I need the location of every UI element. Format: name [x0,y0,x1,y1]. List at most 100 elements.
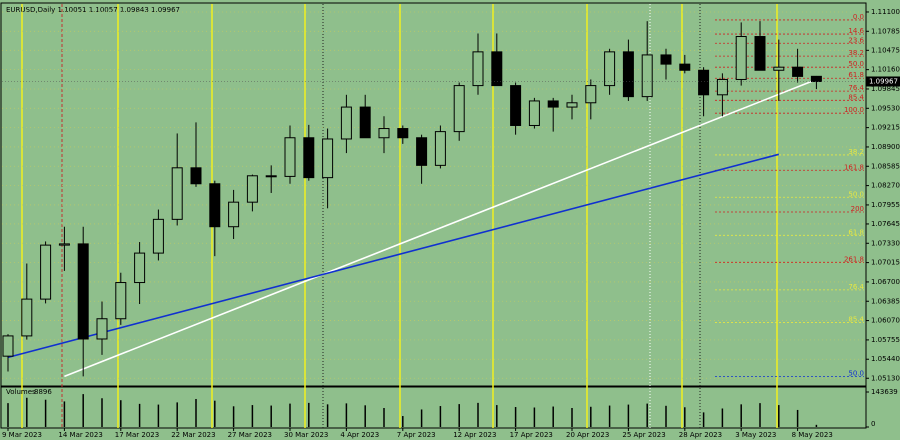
y-tick-label: 1.10160 [871,66,900,74]
candle [58,226,70,271]
x-tick-label: 4 Apr 2023 [340,431,379,439]
candle-body [378,128,390,139]
candle-body [2,335,14,357]
candle [2,334,14,372]
x-tick-label: 17 Apr 2023 [510,431,553,439]
candle [660,48,672,80]
candle [735,22,747,86]
candle [641,21,653,101]
candle-body [134,252,146,284]
x-tick-label: 17 Mar 2023 [115,431,159,439]
y-tick-label: 1.10785 [871,27,900,35]
volume-last: 8896 [34,388,52,396]
y-tick-label: 1.08900 [871,143,900,151]
chart-title: EURUSD,Daily 1.10051 1.10057 1.09843 1.0… [6,6,180,14]
fib-label: 38.2 [848,148,864,156]
fib-label: 50.0 [848,60,864,68]
candle [397,125,409,144]
candle [528,97,540,129]
candle [510,82,522,135]
candle [679,54,691,74]
candle [491,33,503,87]
x-tick-label: 28 Apr 2023 [679,431,722,439]
candle-body [735,36,747,80]
trend-line [64,78,817,378]
fib-label: 50.0 [848,369,864,377]
candle-body [754,36,766,71]
candle-body [453,85,465,133]
candle-body [228,201,240,228]
fib-label: 85.4 [848,93,864,101]
volume-tick-label: 0 [871,420,875,428]
x-tick-label: 7 Apr 2023 [397,431,436,439]
fib-label: 200 [851,205,864,213]
candle [622,39,634,101]
candle-body [604,51,616,87]
candle [246,174,258,212]
candle-body [547,100,559,108]
y-tick-label: 1.11100 [871,8,900,16]
candle [585,79,597,120]
candle-body [716,78,728,96]
candle [378,116,390,154]
candle-body [115,282,127,320]
candle [604,48,616,95]
y-tick-label: 1.08270 [871,182,900,190]
candle-body [21,298,33,337]
candle-body [773,66,785,71]
fib-label: 85.4 [848,315,864,323]
candle-body [77,243,89,340]
candle [209,180,221,257]
y-tick-label: 1.09530 [871,104,900,112]
candle-body [40,244,52,300]
volume-title: Volumes [6,388,36,396]
candle [322,128,334,209]
x-tick-label: 14 Mar 2023 [58,431,102,439]
candle-body [792,66,804,77]
candle [453,82,465,141]
y-tick-label: 1.05130 [871,374,900,382]
candle [472,33,484,95]
candle-body [209,183,221,228]
x-tick-label: 3 May 2023 [735,431,776,439]
price-tag [866,76,900,87]
x-tick-label: 22 Mar 2023 [171,431,215,439]
candle-body [416,137,428,166]
y-tick-label: 1.07015 [871,259,900,267]
fib-label: 38.2 [848,49,864,57]
candle [77,226,89,377]
candle-body [284,137,296,177]
x-tick-label: 27 Mar 2023 [228,431,272,439]
candle [21,263,33,340]
y-tick-label: 1.05755 [871,336,900,344]
candle [698,67,710,117]
fib-label: 61.8 [848,228,864,236]
candle [303,124,315,181]
y-tick-label: 1.05440 [871,355,900,363]
fib-label: 161.8 [844,163,864,171]
y-tick-label: 1.09845 [871,85,900,93]
candle [416,134,428,184]
y-tick-label: 1.09215 [871,124,900,132]
trend-line [7,153,780,359]
candle-body [96,318,108,340]
candle [152,209,164,261]
candle-body [265,175,277,178]
candle-body [641,54,653,98]
candle [340,94,352,154]
volume-tick-label: 143639 [871,388,898,396]
session-lines [21,4,778,428]
candle-body [434,131,446,166]
candle-body [359,106,371,139]
candle-body [340,106,352,140]
x-tick-label: 25 Apr 2023 [622,431,665,439]
candle-body [171,167,183,220]
candle [773,39,785,101]
candle [228,189,240,239]
candle [792,48,804,83]
candle [115,272,127,325]
y-tick-label: 1.10475 [871,46,900,54]
candle [40,241,52,304]
